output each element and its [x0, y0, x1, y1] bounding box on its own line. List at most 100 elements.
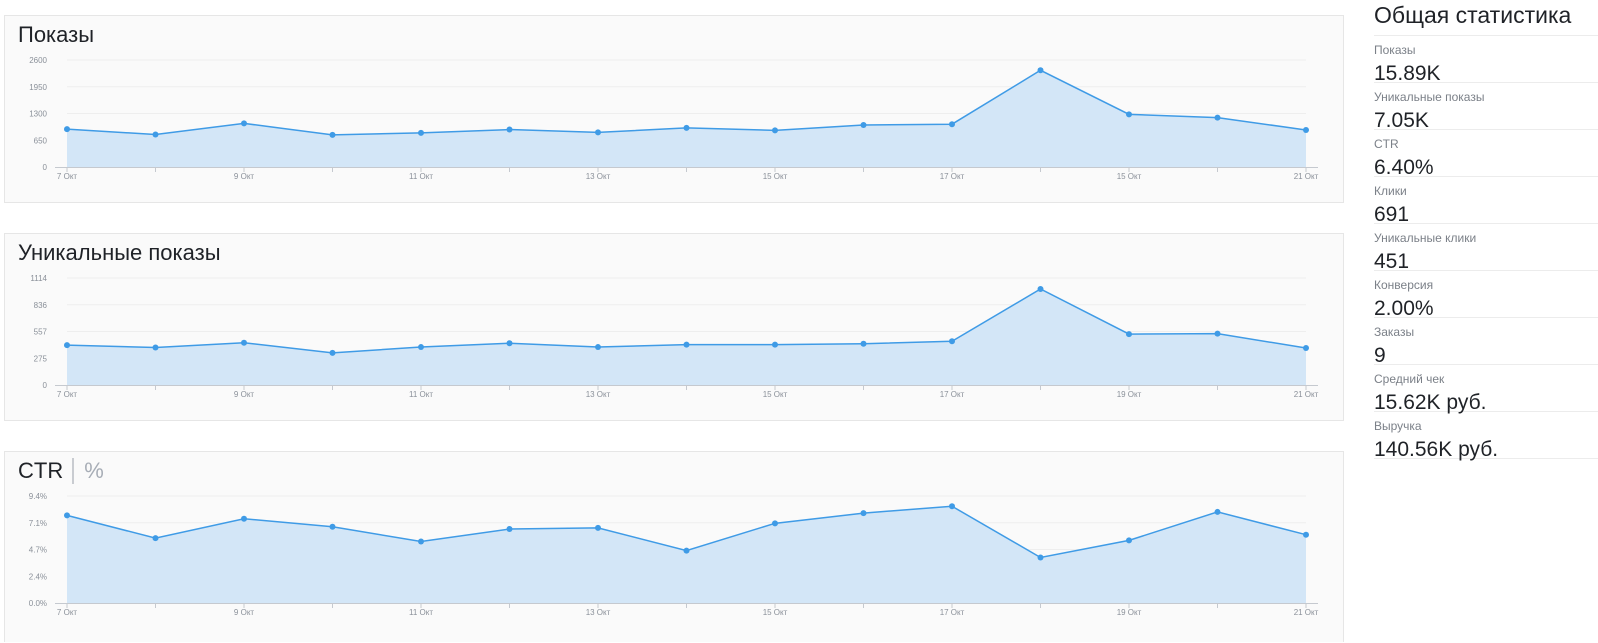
- x-tick-label: 13 Окт: [586, 608, 611, 617]
- data-point: [595, 344, 601, 351]
- data-point: [1214, 508, 1221, 515]
- stat-value: 451: [1374, 250, 1410, 273]
- y-tick-label: 1300: [29, 110, 47, 119]
- x-tick-label: 17 Окт: [940, 608, 965, 617]
- chart-title-text: CTR: [18, 458, 64, 483]
- stat-orders: Заказы 9: [1374, 318, 1598, 367]
- x-tick-label: 11 Окт: [409, 608, 433, 617]
- data-point: [683, 547, 690, 554]
- stat-revenue: Выручка 140.56K руб.: [1374, 412, 1598, 461]
- x-tick-label: 17 Окт: [940, 172, 965, 181]
- chart-panel-impressions: Показы 0 650 1300 1950 2600 7 Окт 9 Окт 11 Окт 1…: [4, 15, 1344, 203]
- stat-average-check: Средний чек 15.62K руб.: [1374, 365, 1598, 414]
- data-point: [1037, 67, 1044, 74]
- general-stats-panel: Общая статистика Показы 15.89K Уникальны…: [1374, 0, 1598, 642]
- data-point: [683, 341, 690, 348]
- x-tick-label: 15 Окт: [763, 608, 788, 617]
- data-point: [1303, 531, 1309, 538]
- stat-clicks: Клики 691: [1374, 177, 1598, 226]
- data-point: [506, 340, 513, 347]
- data-point: [64, 512, 70, 519]
- stat-label: Показы: [1374, 43, 1416, 57]
- unique-impressions-chart: 0 275 557 836 1114 7 Окт 9 Окт 11 Окт 13 Окт 15 О…: [30, 274, 1319, 399]
- data-point: [595, 524, 601, 531]
- chart-title: Показы: [18, 22, 94, 48]
- y-tick-label: 557: [34, 328, 48, 337]
- data-point: [1126, 111, 1132, 118]
- data-point: [860, 340, 867, 347]
- x-tick-label: 15 Окт: [763, 390, 788, 399]
- data-point: [329, 131, 336, 138]
- data-point: [1037, 285, 1044, 292]
- data-point: [949, 121, 955, 128]
- data-point: [595, 129, 601, 136]
- series-area: [67, 70, 1306, 167]
- y-tick-label: 650: [34, 136, 48, 145]
- stat-label: Уникальные клики: [1374, 231, 1477, 245]
- data-point: [1303, 126, 1309, 133]
- y-tick-label: 275: [34, 354, 48, 363]
- impressions-chart: 0 650 1300 1950 2600 7 Окт 9 Окт 11 Окт 13 Окт 15…: [29, 56, 1319, 181]
- x-tick-label: 7 Окт: [57, 608, 77, 617]
- y-tick-label: 7.1%: [29, 519, 47, 528]
- stats-title: Общая статистика: [1374, 2, 1598, 36]
- y-tick-label: 0.0%: [29, 599, 47, 608]
- stat-unique-impressions: Уникальные показы 7.05K: [1374, 83, 1598, 132]
- x-tick-label: 13 Окт: [586, 390, 611, 399]
- data-point: [772, 341, 778, 348]
- ctr-chart: 0.0% 2.4% 4.7% 7.1% 9.4% 7 Окт 9 Окт 11 Окт 13 О…: [29, 492, 1319, 617]
- stat-label: Средний чек: [1374, 372, 1445, 386]
- data-point: [152, 131, 159, 138]
- x-tick-label: 7 Окт: [57, 390, 77, 399]
- stat-value: 7.05K: [1374, 109, 1429, 132]
- x-tick-label: 11 Окт: [409, 172, 433, 181]
- x-tick-label: 9 Окт: [234, 608, 254, 617]
- data-point: [683, 124, 690, 131]
- y-tick-label: 9.4%: [29, 492, 47, 501]
- data-point: [418, 129, 424, 136]
- x-tick-label: 9 Окт: [234, 390, 254, 399]
- stat-label: Уникальные показы: [1374, 90, 1485, 104]
- data-point: [418, 344, 424, 351]
- y-tick-label: 2.4%: [29, 572, 47, 581]
- chart-title: Уникальные показы: [18, 240, 221, 266]
- x-tick-label: 15 Окт: [763, 172, 788, 181]
- stat-value: 9: [1374, 344, 1386, 367]
- x-tick-label: 21 Окт: [1294, 390, 1319, 399]
- x-tick-label: 7 Окт: [57, 172, 77, 181]
- stat-label: Заказы: [1374, 325, 1415, 339]
- x-tick-label: 13 Окт: [586, 172, 611, 181]
- data-point: [241, 339, 247, 346]
- stat-value: 691: [1374, 203, 1410, 226]
- data-point: [506, 526, 513, 533]
- data-point: [241, 120, 247, 127]
- stat-impressions: Показы 15.89K: [1374, 36, 1598, 85]
- data-point: [241, 515, 247, 522]
- chart-title-text: Уникальные показы: [18, 240, 221, 265]
- series-area: [67, 506, 1306, 603]
- data-point: [949, 503, 955, 510]
- y-tick-label: 0: [43, 163, 48, 172]
- y-tick-label: 836: [34, 301, 48, 310]
- stat-label: Клики: [1374, 184, 1407, 198]
- x-tick-label: 21 Окт: [1294, 172, 1319, 181]
- data-point: [64, 126, 70, 133]
- stat-conversion: Конверсия 2.00%: [1374, 271, 1598, 320]
- data-point: [506, 126, 513, 133]
- stat-value: 15.89K: [1374, 62, 1441, 85]
- stat-label: CTR: [1374, 137, 1399, 151]
- data-point: [1126, 331, 1132, 338]
- data-point: [152, 535, 159, 542]
- y-tick-label: 0: [43, 381, 48, 390]
- stat-label: Выручка: [1374, 419, 1422, 433]
- x-tick-label: 15 Окт: [1117, 172, 1142, 181]
- x-tick-label: 21 Окт: [1294, 608, 1319, 617]
- data-point: [860, 122, 867, 129]
- data-point: [1303, 345, 1309, 352]
- chart-panel-ctr: CTR % 0.0% 2.4% 4.7% 7.1% 9.4% 7 Окт 9 Окт 11 О…: [4, 451, 1344, 642]
- data-point: [1214, 330, 1221, 337]
- stat-value: 6.40%: [1374, 156, 1434, 179]
- y-tick-label: 1950: [29, 83, 47, 92]
- data-point: [64, 342, 70, 349]
- title-separator: [72, 458, 75, 484]
